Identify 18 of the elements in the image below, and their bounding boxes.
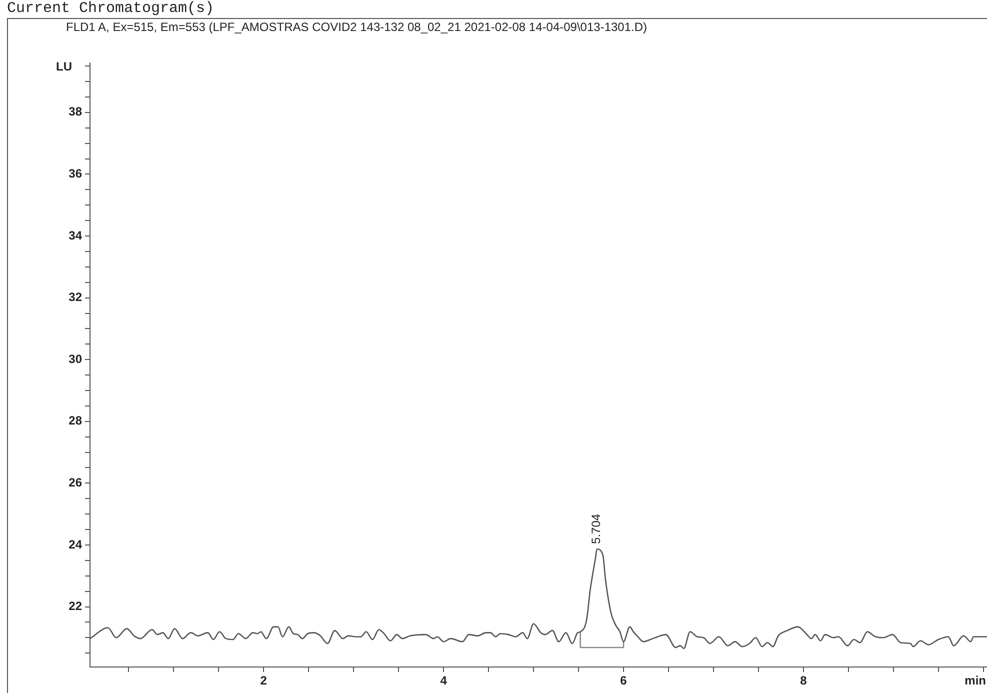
y-tick-label: 30 — [68, 352, 82, 366]
y-axis-title: LU — [56, 59, 72, 74]
chart-title: Current Chromatogram(s) — [7, 0, 214, 17]
x-tick-label: 4 — [440, 674, 448, 688]
x-axis-title: min — [964, 673, 986, 688]
y-tick-label: 34 — [68, 228, 82, 242]
annotation: 5.704 — [589, 514, 604, 544]
y-tick-label: 26 — [68, 475, 82, 490]
y-tick-label: 32 — [68, 290, 82, 304]
y-tick-label: 38 — [68, 104, 82, 119]
chart-subtitle: FLD1 A, Ex=515, Em=553 (LPF_AMOSTRAS COVID2 143-132 08_02_21 2021-02-08 14-04-09\013-1301.D) — [66, 20, 648, 34]
x-tick-label: 8 — [800, 674, 808, 688]
x-tick-label: 6 — [620, 674, 628, 688]
x-tick-label: 2 — [260, 674, 268, 688]
y-tick-label: 24 — [68, 537, 82, 552]
y-tick-label: 22 — [68, 599, 82, 614]
y-tick-label: 28 — [68, 414, 82, 428]
y-tick-label: 36 — [68, 166, 82, 181]
